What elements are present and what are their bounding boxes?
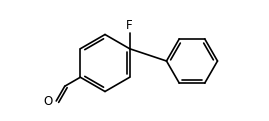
Text: F: F (126, 19, 133, 32)
Text: O: O (43, 95, 52, 108)
